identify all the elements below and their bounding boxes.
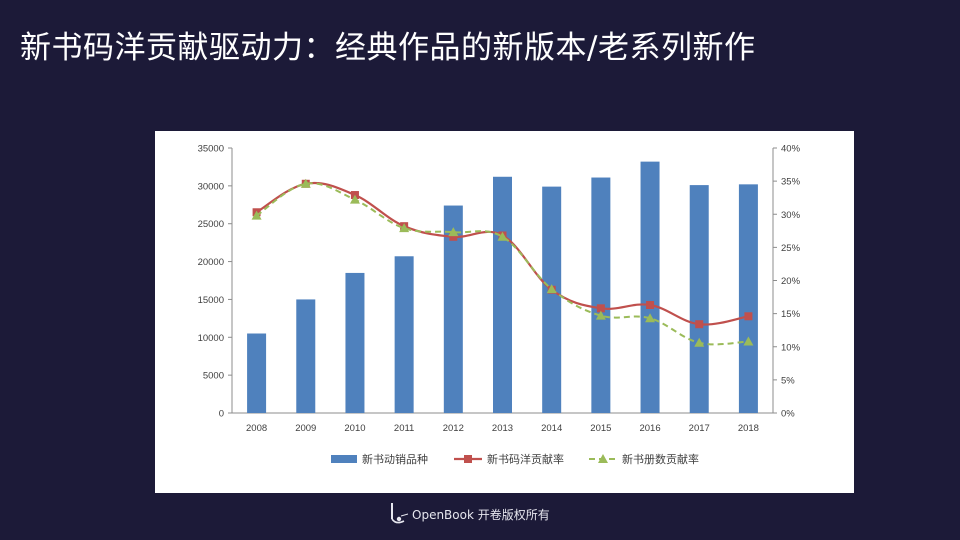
bar [296, 299, 316, 413]
bar [738, 184, 758, 413]
x-tick-label: 2017 [689, 423, 710, 434]
triangle-marker [694, 337, 705, 347]
y-right-tick-label: 10% [781, 342, 801, 353]
bar [394, 256, 414, 413]
y-left-tick-labels: 0 5000 10000 15000 20000 25000 30000 35000 [198, 144, 224, 420]
bar [689, 185, 709, 413]
triangle-marker [645, 313, 656, 323]
x-tick-labels: 2008 2009 2010 2011 2012 2013 2014 2015 2016 2017… [246, 423, 759, 434]
triangle-marker [349, 194, 360, 204]
y-left-tick-label: 25000 [198, 219, 224, 230]
y-right-tick-label: 40% [781, 144, 801, 155]
legend-label-bar: 新书动销品种 [362, 452, 428, 466]
square-marker [449, 232, 458, 241]
slide-title: 新书码洋贡献驱动力：经典作品的新版本/老系列新作 [20, 30, 756, 66]
square-marker [596, 304, 605, 313]
bar [640, 161, 660, 413]
y-right-tick-label: 30% [781, 210, 801, 221]
x-tick-label: 2015 [590, 423, 611, 434]
x-tick-label: 2012 [443, 423, 464, 434]
x-tick-label: 2009 [295, 423, 316, 434]
y-left-tick-label: 30000 [198, 181, 224, 192]
triangle-marker [448, 227, 459, 237]
y-left-tick-label: 10000 [198, 333, 224, 344]
bar [247, 333, 267, 413]
triangle-marker [300, 178, 311, 188]
bar [542, 186, 562, 413]
line-new-book-volume-share [256, 182, 749, 346]
bar-series [247, 161, 758, 413]
x-tick-label: 2014 [541, 423, 562, 434]
y-right-tick-label: 5% [781, 375, 795, 386]
x-tick-label: 2013 [492, 423, 513, 434]
y-right-tick-label: 0% [781, 409, 795, 420]
triangle-marker [497, 231, 508, 241]
x-tick-label: 2010 [344, 423, 365, 434]
line-series [251, 178, 754, 347]
y-left-tick-label: 0 [219, 409, 224, 420]
chart-legend: 新书动销品种 新书码洋贡献率 新书册数贡献率 [331, 452, 699, 466]
footer-brand-text: OpenBook 开卷版权所有 [412, 507, 550, 522]
y-right-tick-labels: 0% 5% 10% 15% 20% 25% 30% 35% 40% [781, 144, 801, 420]
y-right-tick-label: 15% [781, 309, 801, 320]
y-left-tick-label: 15000 [198, 295, 224, 306]
x-tick-label: 2011 [394, 423, 414, 434]
triangle-marker [251, 210, 262, 220]
square-marker [744, 312, 753, 321]
triangle-marker [595, 310, 606, 320]
x-tick-label: 2018 [738, 423, 759, 434]
legend-label-red: 新书码洋贡献率 [487, 452, 564, 466]
y-right-tick-label: 20% [781, 276, 801, 287]
x-tick-label: 2008 [246, 423, 267, 434]
square-marker [695, 320, 704, 329]
bar [345, 272, 365, 413]
y-right-tick-label: 35% [781, 177, 801, 188]
triangle-marker [546, 284, 557, 294]
legend-swatch-red-marker [464, 455, 472, 463]
triangle-marker [743, 336, 754, 346]
bar [443, 205, 463, 413]
bar [591, 177, 611, 413]
bar [493, 176, 512, 413]
legend-label-green: 新书册数贡献率 [622, 452, 699, 466]
square-marker [646, 301, 655, 310]
y-right-tick-label: 25% [781, 243, 801, 254]
legend-swatch-green-marker [598, 454, 608, 463]
legend-swatch-bar [331, 455, 357, 463]
x-tick-label: 2016 [639, 423, 660, 434]
chart-panel: 2008 2009 2010 2011 2012 2013 2014 2015 2016 2017… [155, 131, 854, 493]
y-left-tick-label: 35000 [198, 144, 224, 155]
triangle-marker [399, 223, 410, 233]
footer: OpenBook 开卷版权所有 [386, 500, 550, 528]
combo-chart: 2008 2009 2010 2011 2012 2013 2014 2015 2016 2017… [198, 144, 801, 467]
openbook-logo-icon [391, 503, 409, 524]
y-left-tick-label: 20000 [198, 257, 224, 268]
y-left-tick-label: 5000 [203, 371, 224, 382]
